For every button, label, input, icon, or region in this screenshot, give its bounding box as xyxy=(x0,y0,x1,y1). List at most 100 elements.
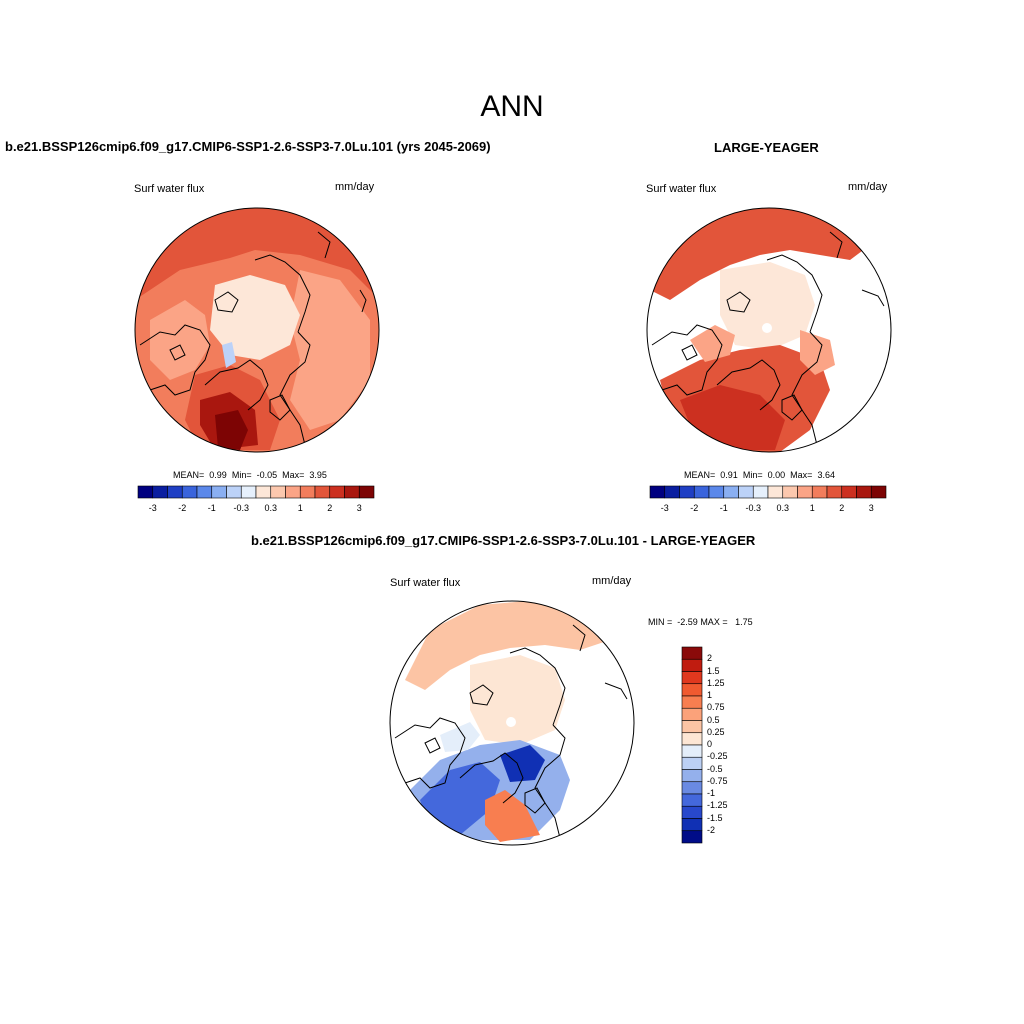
p1-siberia-region xyxy=(290,270,370,430)
panel1-colorbar-box-12 xyxy=(314,485,331,499)
panel2-colorbar-box-14 xyxy=(856,485,872,499)
panel1-stats: MEAN= 0.99 Min= -0.05 Max= 3.95 xyxy=(173,470,327,480)
panel3-colorbar-box-11 xyxy=(681,781,703,795)
panel3-colorbar-tick-label: -0.25 xyxy=(707,751,728,762)
p3-arctic-region xyxy=(470,655,565,745)
p2-pole-gap xyxy=(762,323,772,333)
p3-barents-min xyxy=(500,745,545,782)
panel3-colorbar-box-1 xyxy=(681,658,703,672)
panel3-minmax: MIN = -2.59 MAX = 1.75 xyxy=(648,617,753,627)
p2-siberia-region xyxy=(800,330,835,375)
panel2-colorbar-box-11 xyxy=(811,485,828,499)
p2-canada-region xyxy=(690,325,735,362)
panel3-colorbar-tick-label: -0.75 xyxy=(707,775,728,786)
panel2-colorbar-tick-label: -3 xyxy=(660,503,669,513)
panel3-colorbar-box-0 xyxy=(681,646,703,660)
panel2-colorbar-box-15 xyxy=(870,485,887,499)
panel1-colorbar-box-11 xyxy=(299,485,316,499)
panel2-colorbar-box-3 xyxy=(693,485,710,499)
panel1-colorbar-box-0 xyxy=(137,485,154,499)
panel2-colorbar xyxy=(649,485,887,499)
panel2-map-border xyxy=(646,207,892,453)
panel1-colorbar-tick-label: 2 xyxy=(327,503,333,513)
panel2-colorbar-box-13 xyxy=(841,485,857,499)
panel2-colorbar-box-4 xyxy=(708,485,725,499)
panel3-colorbar-tick-label: 0.25 xyxy=(707,726,725,737)
panel2-variable: Surf water flux xyxy=(646,183,717,195)
panel3-colorbar-tick-label: 0.75 xyxy=(707,702,725,713)
panel1-colorbar-tick-label: -3 xyxy=(148,503,157,513)
panel3-map-border xyxy=(389,600,635,846)
panel2-colorbar-tick-label: 3 xyxy=(868,503,874,513)
panel1-colorbar-box-4 xyxy=(196,485,213,499)
panel3-units: mm/day xyxy=(592,575,632,587)
p1-ice-patch xyxy=(222,342,236,368)
panel2-colorbar-tick-label: 0.3 xyxy=(776,503,789,513)
panel2-colorbar-box-9 xyxy=(782,485,798,499)
panel3-colorbar-box-12 xyxy=(681,793,703,807)
p2-coastlines xyxy=(651,231,885,446)
panel1-colorbar-box-9 xyxy=(270,485,286,499)
p1-arctic-region xyxy=(210,275,300,360)
panel1-variable: Surf water flux xyxy=(134,183,205,195)
panel1-units: mm/day xyxy=(335,181,375,193)
panel2-colorbar-box-5 xyxy=(723,485,739,499)
panel1-colorbar-box-15 xyxy=(358,485,375,499)
p3-pole-gap xyxy=(506,717,516,727)
panel3-map xyxy=(390,601,634,845)
panel1-colorbar-box-1 xyxy=(152,485,168,499)
panel3-title: b.e21.BSSP126cmip6.f09_g17.CMIP6-SSP1-2.… xyxy=(251,533,756,548)
panel3-colorbar-box-4 xyxy=(681,695,703,709)
panel1-colorbar-box-13 xyxy=(329,485,345,499)
panel3-colorbar-tick-label: -0.5 xyxy=(707,763,723,774)
panel3-colorbar-box-10 xyxy=(681,769,703,783)
panel2-title: LARGE-YEAGER xyxy=(714,140,819,155)
p2-arctic-region xyxy=(720,262,815,350)
panel1-colorbar-box-14 xyxy=(344,485,360,499)
panel3-colorbar-tick-label: -1.25 xyxy=(707,800,728,811)
panel1-title: b.e21.BSSP126cmip6.f09_g17.CMIP6-SSP1-2.… xyxy=(5,139,491,154)
panel3-variable: Surf water flux xyxy=(390,577,461,589)
p3-coastlines xyxy=(394,624,628,839)
panel3-colorbar-tick-label: -1.5 xyxy=(707,812,723,823)
panel2-colorbar-box-7 xyxy=(752,485,769,499)
panel3-colorbar-tick-label: 1.25 xyxy=(707,677,725,688)
panel2-colorbar-tick-label: 2 xyxy=(839,503,845,513)
panel1-colorbar-box-5 xyxy=(211,485,227,499)
panel3-colorbar-box-3 xyxy=(681,683,703,697)
p2-pacific-band xyxy=(650,208,870,300)
p3-baffin-near-zero xyxy=(440,722,480,752)
panel1-colorbar-tick-label: 0.3 xyxy=(264,503,277,513)
panel1-colorbar-box-7 xyxy=(240,485,257,499)
panel2-map xyxy=(647,208,891,452)
figure-title: ANN xyxy=(480,90,544,123)
panel1-colorbar xyxy=(137,485,375,499)
panel3-colorbar-tick-label: -1 xyxy=(707,788,716,798)
panel2-colorbar-box-1 xyxy=(664,485,680,499)
p1-coastlines xyxy=(139,231,367,446)
panel3-colorbar-box-2 xyxy=(681,671,703,685)
panel3-colorbar-box-5 xyxy=(681,707,703,721)
p3-pacific-band xyxy=(405,601,610,690)
panel1-colorbar-tick-label: -2 xyxy=(178,503,187,513)
panel3-colorbar-tick-label: 2 xyxy=(707,653,713,664)
p1-max-core xyxy=(215,410,248,450)
panel3-colorbar-tick-label: -2 xyxy=(707,824,716,835)
p2-atlantic-max xyxy=(680,385,785,450)
panel1-colorbar-tick-label: -0.3 xyxy=(233,503,249,513)
panel3-colorbar-box-7 xyxy=(681,732,703,746)
panel3-colorbar-box-13 xyxy=(681,805,703,819)
panel2-colorbar-box-10 xyxy=(797,485,813,499)
panel3-colorbar-box-14 xyxy=(681,818,703,832)
p3-labrador-negative xyxy=(420,762,500,835)
panel2-colorbar-tick-label: -1 xyxy=(719,503,728,513)
panel1-colorbar-tick-label: 3 xyxy=(356,503,362,513)
p1-canada-region xyxy=(150,300,210,380)
panel3-colorbar-box-6 xyxy=(681,720,703,734)
panel1-colorbar-box-2 xyxy=(167,485,183,499)
panel3-colorbar xyxy=(681,646,703,844)
panel2-colorbar-tick-label: -2 xyxy=(690,503,699,513)
panel2-colorbar-box-0 xyxy=(649,485,666,499)
panel2-colorbar-box-6 xyxy=(738,485,754,499)
